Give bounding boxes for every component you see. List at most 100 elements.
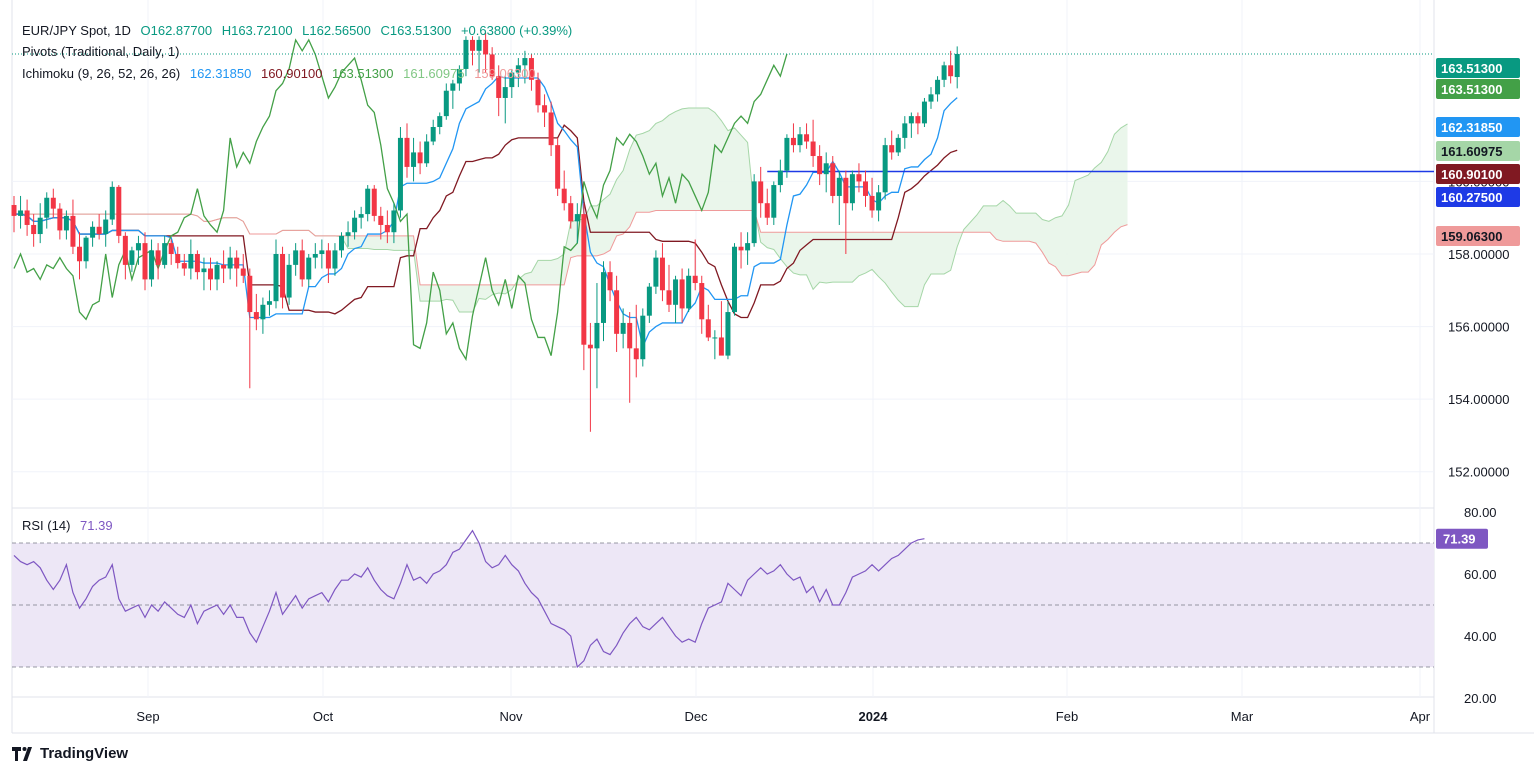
symbol-legend[interactable]: EUR/JPY Spot, 1D O162.87700 H163.72100 L… [22,23,578,39]
candle-body [751,181,757,244]
rsi-badge-text: 71.39 [1443,532,1476,547]
candle-body [869,195,875,211]
candle-body [777,170,783,186]
time-label-nov: Nov [499,709,523,724]
candle-body [509,72,515,88]
candle-body [352,217,358,233]
price-badge-text: 161.60975 [1441,144,1502,159]
candle-body [856,174,862,182]
candle-body [18,210,24,216]
candle-body [732,246,737,313]
pivots-legend[interactable]: Pivots (Traditional, Daily, 1) [22,44,186,60]
candle-body [31,224,37,235]
candle-body [142,243,148,280]
candle-body [443,90,449,117]
price-badge [1436,79,1520,99]
ichimoku-span-a-value: 161.60975 [403,66,465,81]
candle-body [614,290,620,334]
candle-body [849,174,855,204]
candle-body [90,226,96,238]
candle-body [581,214,587,345]
candle-body [797,134,803,146]
candle-body [607,272,613,291]
candle-body [718,337,724,356]
candle-body [11,205,17,216]
candle-body [483,39,489,55]
candle-body [319,250,325,254]
candle-body [397,137,403,211]
candle-body [181,263,187,269]
candle-body [843,177,849,204]
candle-body [895,137,901,153]
time-label-mar: Mar [1231,709,1254,724]
candle-body [555,145,561,189]
candle-body [712,337,718,339]
candle-body [574,214,580,222]
candle-body [679,279,685,309]
candle-body [63,215,69,231]
candle-body [587,344,593,349]
price-badge [1436,187,1520,207]
candle-body [758,181,764,204]
indicator-lines [12,38,1434,362]
rsi-scale-label: 80.00 [1464,505,1497,520]
price-label: 156.00000 [1448,320,1509,335]
candle-body [620,322,626,334]
candle-body [339,235,344,251]
candle-body [817,156,823,175]
candle-body [424,141,430,164]
price-label: 152.00000 [1448,465,1509,480]
candle-body [594,322,600,349]
candle-body [345,232,351,236]
candle-body [332,250,338,269]
candle-body [522,58,528,66]
rsi-badge [1436,528,1488,549]
candle-body [476,39,482,51]
candle-body [129,250,135,265]
rsi-scale-label: 40.00 [1464,629,1497,644]
candle-body [928,94,934,102]
candle-body [312,254,318,258]
ichimoku-lagging-value: 163.51300 [332,66,394,81]
candle-body [103,219,109,235]
candle-body [627,322,633,349]
senkou-span-b-line [14,209,1128,286]
candle-body [450,83,456,91]
candle-body [194,254,200,273]
ichimoku-legend[interactable]: Ichimoku (9, 26, 52, 26, 26) 162.31850 1… [22,66,542,82]
candle-body [358,214,364,218]
time-label-feb: Feb [1056,709,1078,724]
price-badge-text: 159.06300 [1441,229,1502,244]
candle-body [417,152,423,164]
rsi-scale-label: 60.00 [1464,567,1497,582]
candle-body [954,53,960,78]
price-badge-text: 163.51300 [1441,82,1502,97]
candle-body [686,275,692,309]
candle-body [725,312,731,356]
candle-body [456,68,462,84]
price-badge [1436,58,1520,78]
symbol-title: EUR/JPY Spot, 1D [22,23,131,38]
time-label-dec: Dec [684,709,708,724]
candle-body [135,243,141,251]
open-value: O162.87700 [140,23,213,38]
candle-body [378,215,384,225]
axes: Sep Oct Nov Dec 2024 Feb Mar Apr 152.00000 154.00… [136,58,1520,724]
price-badge-text: 160.90100 [1441,167,1502,182]
candle-body [77,246,82,262]
rsi-label: RSI (14) [22,518,71,533]
rsi-line [13,529,925,669]
candle-body [391,210,397,233]
candle-body [738,246,744,251]
candle-body [568,203,574,222]
tradingview-logo[interactable]: TradingView [12,745,128,762]
ichimoku-span-b-value: 159.06300 [474,66,536,81]
candle-body [745,243,751,251]
candle-body [535,79,541,106]
candle-body [371,188,377,216]
candle-body [221,264,227,269]
pivots-label: Pivots (Traditional, Daily, 1) [22,44,180,59]
time-label-sep: Sep [136,709,159,724]
rsi-legend[interactable]: RSI (14) 71.39 [22,518,119,534]
